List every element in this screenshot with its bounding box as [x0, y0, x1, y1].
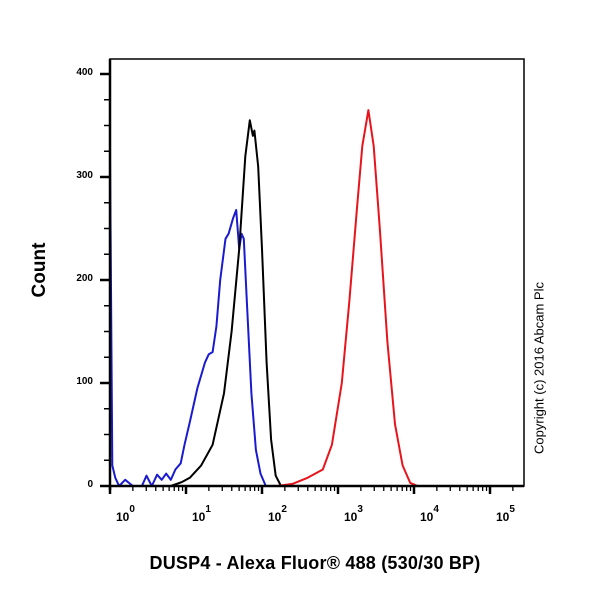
y-tick-label: 200 — [76, 273, 93, 284]
x-tick-label: 105 — [496, 504, 515, 524]
red-histogram-curve — [110, 109, 525, 487]
x-tick-label: 101 — [192, 504, 211, 524]
x-tick-label: 103 — [344, 504, 363, 524]
x-tick-label: 104 — [420, 504, 439, 524]
y-axis-label: Count — [29, 242, 50, 298]
x-tick-exponent: 1 — [205, 504, 211, 515]
x-tick-label: 102 — [268, 504, 287, 524]
x-tick-base: 10 — [344, 510, 358, 524]
x-tick-exponent: 0 — [129, 504, 135, 515]
x-tick-exponent: 3 — [357, 504, 363, 515]
x-tick-base: 10 — [420, 510, 434, 524]
y-tick-label: 400 — [76, 67, 93, 78]
black-histogram-curve — [110, 119, 525, 487]
x-tick-exponent: 2 — [281, 504, 287, 515]
x-tick-base: 10 — [268, 510, 282, 524]
x-axis-label: DUSP4 - Alexa Fluor® 488 (530/30 BP) — [149, 553, 481, 573]
y-tick-label: 300 — [76, 170, 93, 181]
x-tick-base: 10 — [192, 510, 206, 524]
x-tick-exponent: 4 — [433, 504, 439, 515]
x-tick-base: 10 — [496, 510, 510, 524]
y-tick-label: 100 — [76, 376, 93, 387]
x-tick-label: 100 — [116, 504, 135, 524]
y-axis-ticks — [100, 72, 110, 488]
copyright-notice: Copyright (c) 2016 Abcam Plc — [531, 282, 547, 454]
y-tick-label: 0 — [87, 479, 93, 490]
x-tick-exponent: 5 — [509, 504, 515, 515]
plot-frame — [109, 58, 525, 487]
x-tick-base: 10 — [116, 510, 130, 524]
